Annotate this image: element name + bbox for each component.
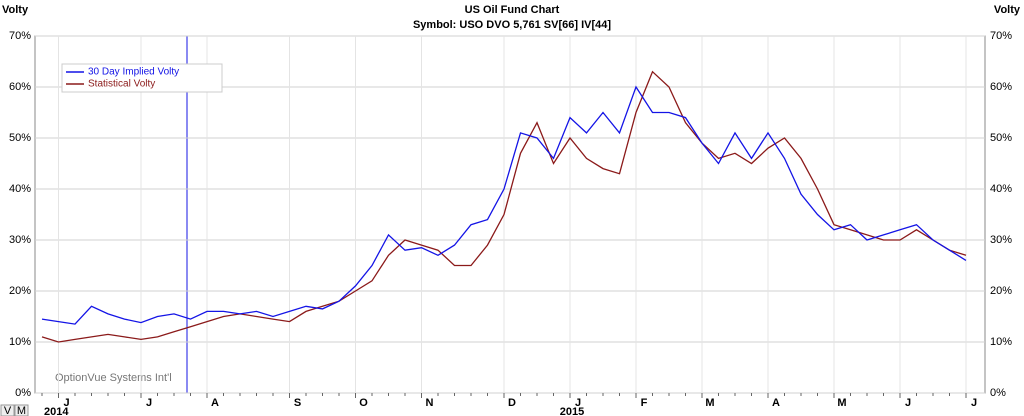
y-tick-label: 60% [9,81,31,93]
y2-tick-label: 50% [990,132,1012,144]
line-series [41,70,967,343]
x-tick-label: N [426,397,434,409]
y2-tick-label: 30% [990,234,1012,246]
control-button[interactable] [14,404,29,416]
year-label: 2015 [560,406,584,416]
control-label[interactable]: V [4,405,12,416]
x-tick-label: J [63,397,69,409]
x-tick-label: A [211,397,219,409]
x-tick-label: M [837,397,846,409]
chart-subtitle: Symbol: USO DVO 5,761 SV[66] IV[44] [413,19,611,31]
y-tick-label: 0% [15,387,31,399]
y2-tick-label: 60% [990,81,1012,93]
line-series [41,85,967,325]
y-tick-label: 50% [9,132,31,144]
x-tick-label: D [508,397,516,409]
legend-label: Statistical Volty [88,79,155,90]
x-tick-label: F [641,397,648,409]
control-button[interactable] [0,404,15,416]
legend-label: 30 Day Implied Volty [88,67,179,78]
y-tick-label: 10% [9,336,31,348]
y2-tick-label: 70% [990,30,1012,42]
x-tick-label: A [772,397,780,409]
y2-tick-label: 10% [990,336,1012,348]
y2-axis-label: Volty [994,4,1021,16]
x-tick-label: J [971,397,977,409]
x-tick-label: M [705,397,714,409]
y-tick-label: 20% [9,285,31,297]
x-tick-label: J [575,397,581,409]
legend-box [61,63,223,93]
y2-tick-label: 0% [990,387,1006,399]
y2-tick-label: 20% [990,285,1012,297]
y2-tick-label: 40% [990,183,1012,195]
y-tick-label: 30% [9,234,31,246]
y-tick-label: 40% [9,183,31,195]
x-tick-label: J [146,397,152,409]
control-label[interactable]: M [17,405,26,416]
x-tick-label: O [359,397,368,409]
year-label: 2014 [44,406,69,416]
y-axis-label: Volty [2,4,29,16]
watermark: OptionVue Systems Int'l [55,372,172,384]
x-tick-label: S [294,397,301,409]
chart-title: US Oil Fund Chart [465,4,560,16]
y-tick-label: 70% [9,30,31,42]
x-tick-label: J [905,397,911,409]
